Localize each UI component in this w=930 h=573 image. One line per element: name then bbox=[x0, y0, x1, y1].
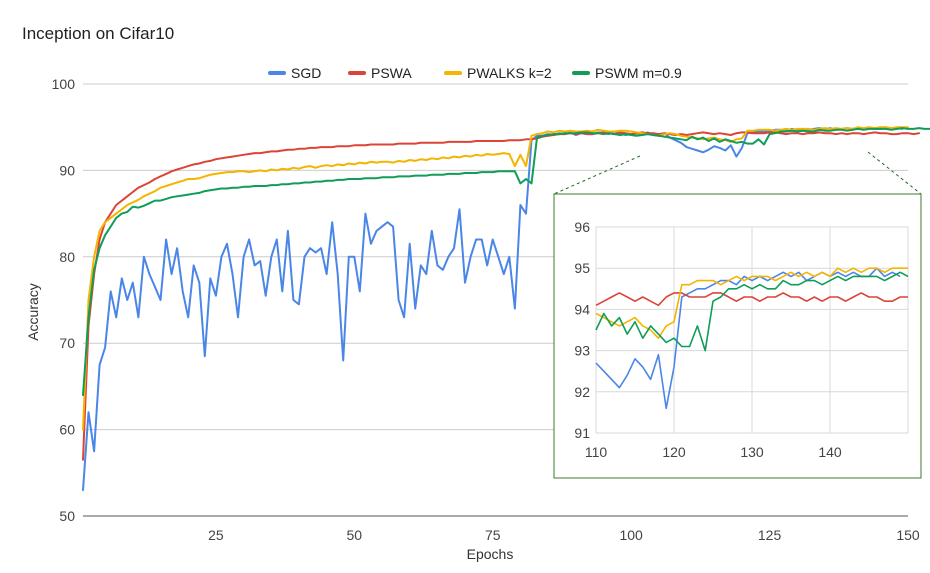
inset-zoom: 91 92 93 94 95 96 110 120 130 140 bbox=[553, 193, 922, 479]
x-tick-label: 125 bbox=[758, 527, 782, 543]
x-tick-label: 100 bbox=[619, 527, 643, 543]
inset-x-tick-label: 140 bbox=[818, 444, 842, 460]
inset-series-line-pswa bbox=[595, 292, 908, 307]
y-tick-label: 60 bbox=[59, 422, 75, 438]
x-tick-label: 25 bbox=[208, 527, 224, 543]
inset-y-tick-label: 95 bbox=[574, 260, 590, 276]
x-axis-label: Epochs bbox=[467, 546, 514, 562]
x-axis-ticks: 25 50 75 100 125 150 bbox=[208, 527, 920, 543]
inset-x-tick-label: 130 bbox=[740, 444, 764, 460]
y-tick-label: 80 bbox=[59, 249, 75, 265]
y-tick-label: 70 bbox=[59, 335, 75, 351]
series-line-pwalks-k-2 bbox=[82, 126, 909, 431]
inset-y-tick-label: 93 bbox=[574, 343, 590, 359]
legend-label-pswm-m-0-9: PSWM m=0.9 bbox=[595, 65, 682, 81]
y-tick-label: 50 bbox=[59, 508, 75, 524]
inset-x-tick-label: 110 bbox=[585, 444, 608, 460]
y-tick-label: 100 bbox=[52, 76, 76, 92]
legend-label-pswa: PSWA bbox=[371, 65, 412, 81]
inset-x-tick-label: 120 bbox=[662, 444, 686, 460]
x-tick-label: 50 bbox=[347, 527, 363, 543]
inset-series-line-pswm-m-0-9 bbox=[595, 271, 909, 352]
inset-y-tick-label: 96 bbox=[574, 219, 590, 235]
inset-connectors bbox=[553, 151, 922, 195]
inset-border bbox=[553, 193, 922, 479]
inset-y-tick-label: 94 bbox=[574, 301, 590, 317]
legend-label-pwalks-k-2: PWALKS k=2 bbox=[467, 65, 552, 81]
legend: SGD PSWA PWALKS k=2 PSWM m=0.9 bbox=[268, 65, 682, 81]
connector-right bbox=[867, 151, 922, 195]
legend-label-sgd: SGD bbox=[291, 65, 321, 81]
series-lines bbox=[82, 126, 930, 492]
x-tick-label: 75 bbox=[485, 527, 501, 543]
chart-title: Inception on Cifar10 bbox=[22, 24, 174, 43]
connector-left bbox=[553, 155, 641, 195]
y-tick-label: 90 bbox=[59, 162, 75, 178]
gridlines bbox=[83, 83, 908, 517]
series-line-pswa bbox=[82, 131, 921, 461]
series-line-sgd bbox=[82, 126, 904, 492]
inset-y-tick-label: 91 bbox=[574, 425, 590, 441]
inset-y-tick-label: 92 bbox=[574, 384, 590, 400]
series-line-pswm-m-0-9 bbox=[82, 127, 930, 396]
x-tick-label: 150 bbox=[896, 527, 920, 543]
y-axis-ticks: 50 60 70 80 90 100 bbox=[52, 76, 76, 524]
y-axis-label: Accuracy bbox=[25, 283, 41, 341]
